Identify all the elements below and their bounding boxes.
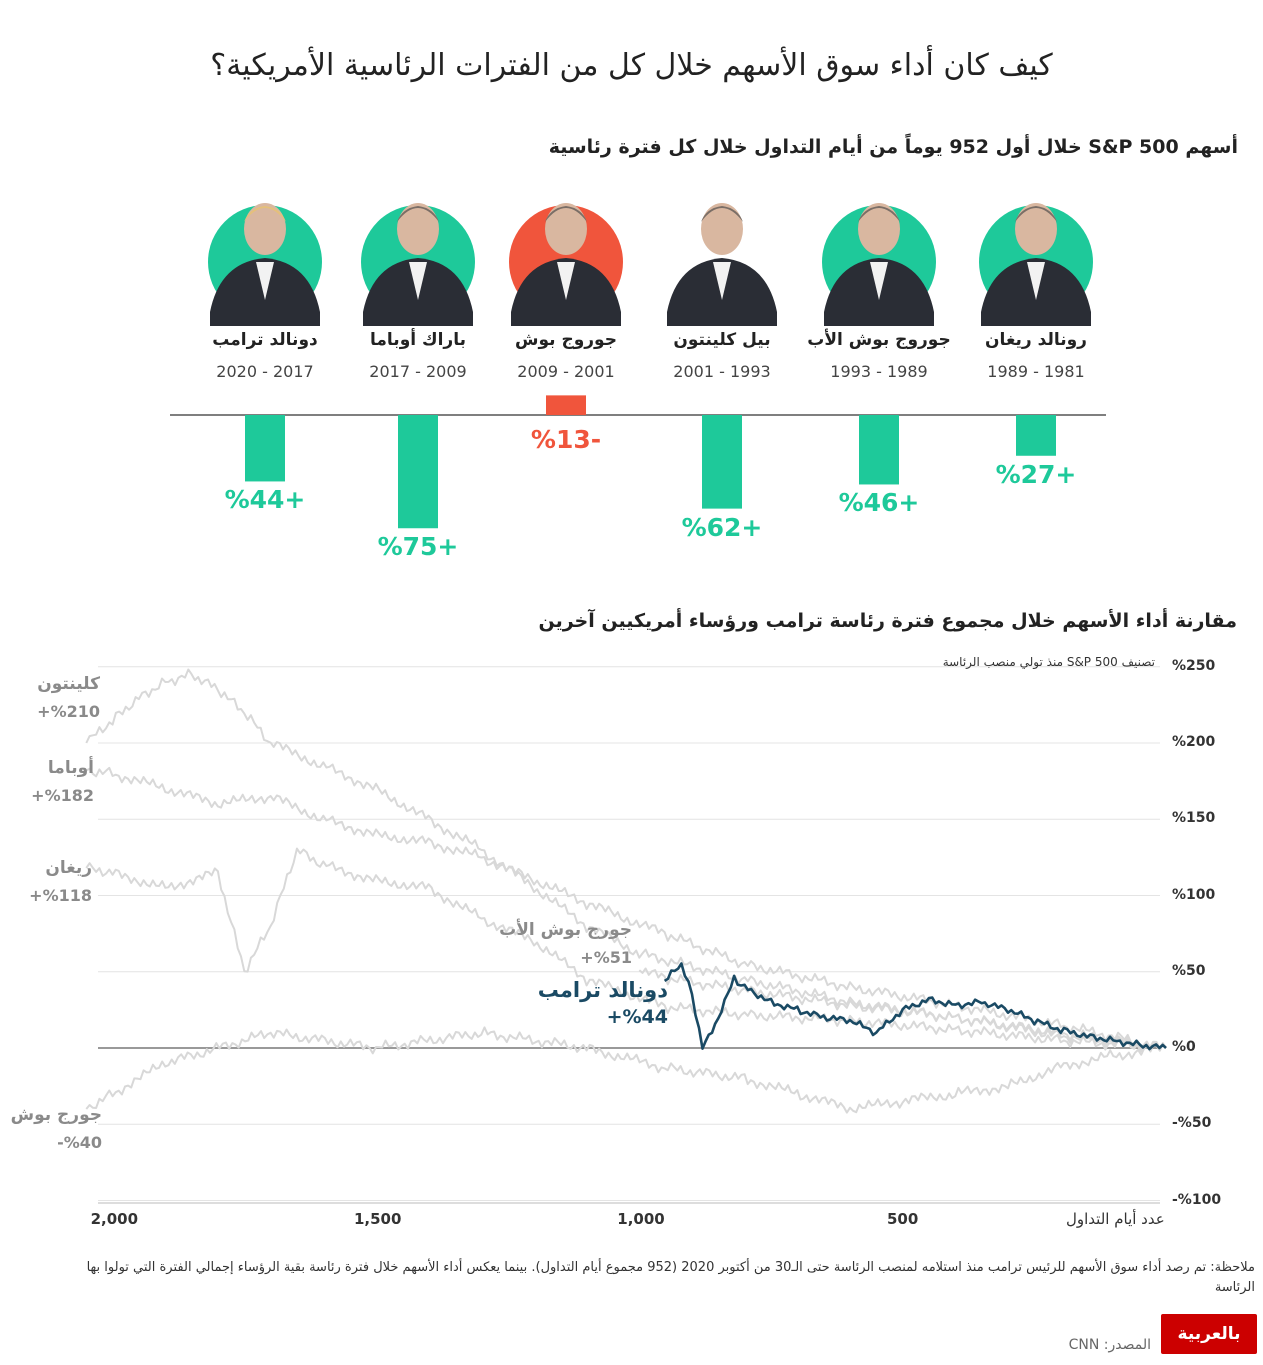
cnn-arabic-logo: بالعربية	[1161, 1314, 1257, 1354]
y-tick-label: -%100	[1172, 1191, 1222, 1208]
section2-title: مقارنة أداء الأسهم خلال مجموع فترة رئاسة…	[538, 610, 1237, 632]
bar-clinton	[702, 415, 742, 509]
president-years: 1993 - 1989	[830, 362, 928, 381]
series-line-4	[85, 1026, 1167, 1114]
bush-sr-portrait	[822, 203, 936, 326]
series-name-label: دونالد ترامب	[537, 978, 668, 1002]
series-value-label: %210+	[37, 702, 100, 721]
series-value-label: %118+	[29, 886, 92, 905]
reagan-portrait	[979, 203, 1093, 326]
y-tick-label: %50	[1172, 962, 1206, 979]
bar-bush-jr	[546, 395, 586, 415]
president-years: 2001 - 1993	[673, 362, 771, 381]
series-value-label: %51+	[580, 948, 632, 967]
bar-value-label: %46+	[838, 488, 920, 518]
bush-jr-portrait	[509, 203, 623, 326]
page-title: كيف كان أداء سوق الأسهم خلال كل من الفتر…	[210, 48, 1053, 83]
series-value-label: %40-	[57, 1133, 102, 1152]
president-years: 1989 - 1981	[987, 362, 1085, 381]
y-tick-label: -%50	[1172, 1115, 1212, 1132]
series-line-5	[663, 962, 1167, 1051]
series-line-1	[85, 766, 1167, 1049]
x-tick-label: 500	[886, 1210, 919, 1228]
president-name: باراك أوباما	[370, 330, 466, 350]
bar-value-label: %75+	[377, 532, 459, 562]
bar-value-label: %62+	[681, 512, 763, 542]
president-name: جوروج بوش الأب	[807, 330, 951, 350]
president-name: بيل كلينتون	[673, 330, 771, 350]
x-tick-label: 1,000	[617, 1210, 665, 1228]
president-years: 2020 - 2017	[216, 362, 314, 381]
unit-note: تصنيف S&P 500 منذ تولي منصب الرئاسة	[942, 655, 1155, 669]
y-tick-label: %200	[1172, 734, 1216, 750]
president-years: 2017 - 2009	[369, 362, 467, 381]
bar-bush-sr	[859, 415, 899, 485]
president-name: جوروج بوش	[515, 330, 617, 350]
x-tick-label: 2,000	[90, 1210, 139, 1228]
bar-obama	[398, 415, 438, 529]
series-name-label: ريغان	[45, 858, 92, 878]
obama-portrait	[361, 203, 475, 326]
series-name-label: جورج بوش	[10, 1105, 102, 1125]
y-tick-label: %100	[1172, 886, 1216, 903]
series-value-label: %44+	[606, 1006, 668, 1028]
comparison-line-chart	[85, 666, 1167, 1204]
series-name-label: جورج بوش الأب	[499, 920, 632, 940]
president-name: دونالد ترامب	[212, 330, 318, 350]
series-value-label: %182+	[31, 786, 94, 805]
source-credit: المصدر: CNN	[1068, 1337, 1151, 1353]
bar-reagan	[1016, 415, 1056, 456]
series-name-label: أوباما	[47, 758, 94, 778]
bar-value-label: %44+	[224, 485, 306, 515]
bar-trump	[245, 415, 285, 482]
y-tick-label: %250	[1172, 657, 1216, 674]
president-years: 2009 - 2001	[517, 362, 615, 381]
series-line-2	[85, 847, 1167, 1053]
presidents-bar-chart	[170, 203, 1106, 529]
clinton-portrait	[665, 203, 779, 326]
bar-value-label: %27+	[995, 459, 1077, 489]
section1-title: أسهم S&P 500 خلال أول 952 يوماً من أيام …	[548, 136, 1238, 158]
x-tick-label: 1,500	[353, 1210, 402, 1228]
president-name: رونالد ريغان	[985, 330, 1087, 350]
series-name-label: كلينتون	[37, 674, 100, 694]
y-tick-label: %0	[1172, 1039, 1196, 1055]
bar-value-label: %13-	[530, 425, 602, 454]
x-axis-title: عدد أيام التداول	[1066, 1210, 1165, 1228]
y-tick-label: %150	[1172, 810, 1216, 827]
footnote: ملاحظة: تم رصد أداء سوق الأسهم للرئيس تر…	[86, 1260, 1255, 1295]
trump-portrait	[208, 203, 322, 326]
